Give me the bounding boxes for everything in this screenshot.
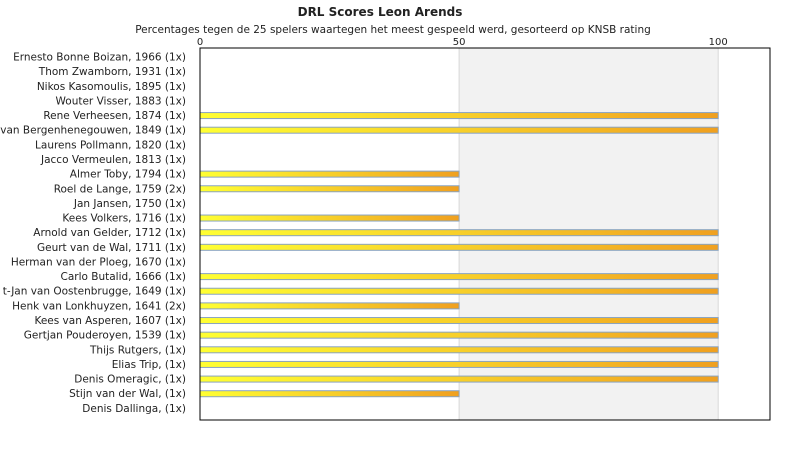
category-label: Jan Jansen, 1750 (1x)	[73, 198, 186, 210]
category-label: Arnold van Gelder, 1712 (1x)	[33, 227, 186, 239]
x-tick-label: 100	[709, 37, 728, 48]
chart-title: DRL Scores Leon Arends	[298, 5, 463, 19]
category-label: Denis Omeragic, (1x)	[74, 374, 186, 386]
category-label: Thom Zwamborn, 1931 (1x)	[38, 66, 186, 78]
plot-band	[718, 48, 770, 420]
category-label: Thijs Rutgers, (1x)	[89, 344, 186, 356]
category-label: van Bergenhenegouwen, 1849 (1x)	[0, 125, 186, 137]
bar	[199, 287, 719, 295]
bar	[199, 375, 719, 383]
category-label: Wouter Visser, 1883 (1x)	[56, 95, 187, 107]
bar	[199, 390, 460, 398]
category-label: Geurt van de Wal, 1711 (1x)	[37, 242, 186, 254]
category-label: Jacco Vermeulen, 1813 (1x)	[40, 154, 186, 166]
category-label: Nikos Kasomoulis, 1895 (1x)	[37, 81, 186, 93]
bar	[199, 302, 460, 310]
bar	[199, 273, 719, 281]
bar	[199, 243, 719, 251]
category-label: Laurens Pollmann, 1820 (1x)	[35, 139, 186, 151]
category-label: Kees van Asperen, 1607 (1x)	[34, 315, 186, 327]
chart-subtitle: Percentages tegen de 25 spelers waartege…	[135, 24, 651, 36]
bar	[199, 170, 460, 178]
category-label: Rene Verheesen, 1874 (1x)	[43, 110, 186, 122]
category-label: Ernesto Bonne Boizan, 1966 (1x)	[13, 52, 186, 64]
category-label: t-Jan van Oostenbrugge, 1649 (1x)	[3, 286, 186, 298]
category-labels: Ernesto Bonne Boizan, 1966 (1x) Thom Zwam…	[0, 52, 186, 415]
bar	[199, 126, 719, 134]
bar	[199, 214, 460, 222]
bar	[199, 229, 719, 237]
category-label: Kees Volkers, 1716 (1x)	[62, 213, 186, 225]
bar	[199, 185, 460, 193]
bar	[199, 317, 719, 325]
bar	[199, 112, 719, 120]
category-label: Herman van der Ploeg, 1670 (1x)	[11, 256, 186, 268]
bar	[199, 360, 719, 368]
category-label: Almer Toby, 1794 (1x)	[70, 169, 186, 181]
x-tick-label: 0	[197, 37, 203, 48]
x-tick-label: 50	[453, 37, 466, 48]
category-label: Carlo Butalid, 1666 (1x)	[61, 271, 187, 283]
category-label: Elias Trip, (1x)	[112, 359, 186, 371]
bar	[199, 346, 719, 354]
bar	[199, 331, 719, 339]
x-tick-labels: 0 50 100	[197, 37, 728, 48]
category-label: Roel de Lange, 1759 (2x)	[54, 183, 186, 195]
category-label: Henk van Lonkhuyzen, 1641 (2x)	[12, 300, 186, 312]
category-label: Denis Dallinga, (1x)	[82, 403, 186, 415]
category-label: Gertjan Pouderoyen, 1539 (1x)	[24, 330, 186, 342]
category-label: Stijn van der Wal, (1x)	[69, 388, 186, 400]
plot-frame	[199, 47, 771, 421]
